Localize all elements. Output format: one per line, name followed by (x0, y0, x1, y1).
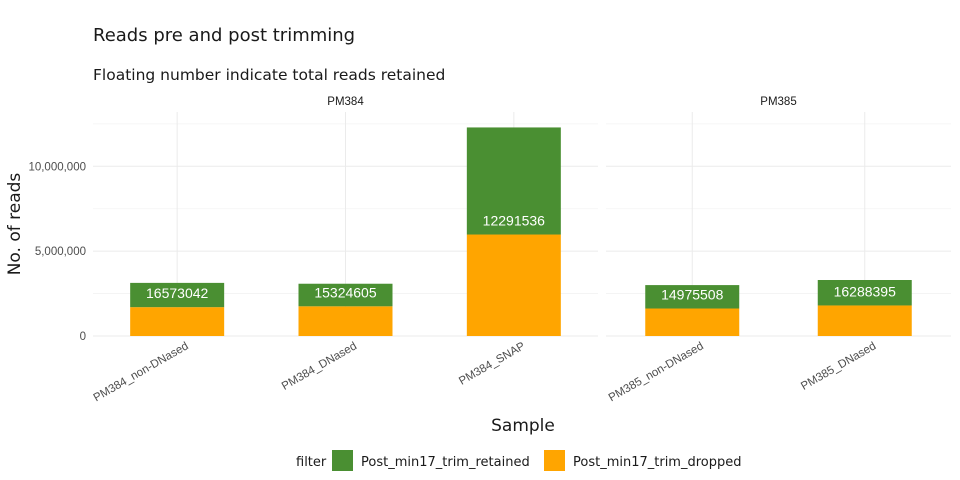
y-tick-label: 5,000,000 (35, 246, 86, 258)
x-tick-label: PM384_non-DNased (92, 340, 191, 404)
legend: filter Post_min17_trim_retained Post_min17… (296, 450, 742, 471)
x-tick-label: PM384_SNAP (457, 340, 528, 388)
bar-value-label: 16573042 (146, 285, 209, 301)
bar-dropped (466, 234, 561, 336)
y-axis-title: No. of reads (5, 173, 25, 276)
bar-value-label: 14975508 (661, 287, 724, 303)
facet-PM384: PM384 16573042 PM384_non-DNased 15324605 PM3… (92, 96, 598, 404)
facet-strip-label: PM384 (327, 96, 364, 108)
bar-value-label: 16288395 (834, 283, 897, 299)
bar-retained (817, 280, 912, 306)
facet-PM385: PM385 14975508 PM385_non-DNased 16288395 PM3… (606, 96, 951, 404)
legend-key (332, 450, 353, 471)
x-tick-label: PM385_non-DNased (607, 340, 706, 404)
bar-dropped (817, 305, 912, 336)
legend-label: Post_min17_trim_dropped (573, 455, 742, 470)
bar-retained (466, 127, 561, 235)
legend-title: filter (296, 455, 327, 470)
bar-dropped (130, 307, 225, 336)
bar-retained (130, 282, 225, 308)
y-tick-label: 0 (80, 331, 86, 343)
facet-strip-label: PM385 (760, 96, 796, 108)
legend-label: Post_min17_trim_retained (361, 455, 530, 470)
bar-retained (645, 285, 740, 309)
plot-area: 0 5,000,000 10,000,000 PM384 16573042 PM384_n… (28, 96, 951, 404)
chart-title: Reads pre and post trimming (93, 25, 355, 46)
y-tick-label: 10,000,000 (28, 161, 86, 173)
x-tick-label: PM385_DNased (799, 340, 878, 393)
x-axis-title: Sample (491, 416, 555, 436)
chart-subtitle: Floating number indicate total reads ret… (93, 66, 445, 84)
bar-value-label: 12291536 (483, 213, 546, 229)
bar-value-label: 15324605 (314, 284, 377, 300)
legend-key (544, 450, 565, 471)
x-tick-label: PM384_DNased (280, 340, 359, 393)
bar-retained (298, 283, 393, 307)
bar-dropped (645, 308, 740, 336)
bar-dropped (298, 306, 393, 336)
